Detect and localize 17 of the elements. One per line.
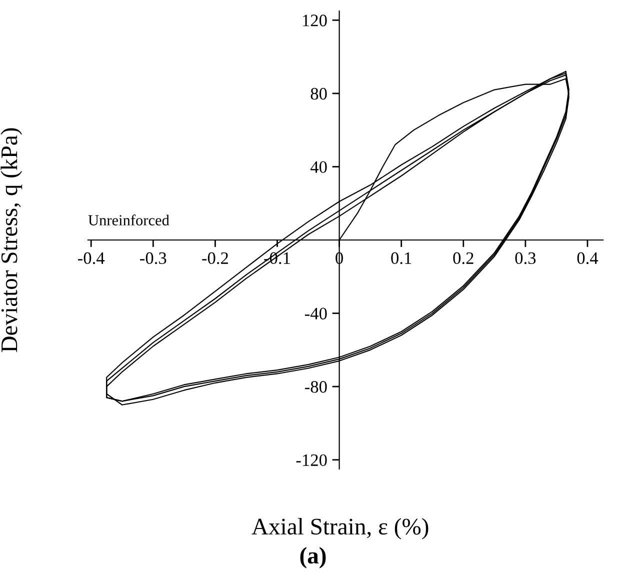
y-axis-title: Deviator Stress, q (kPa)	[0, 128, 22, 352]
x-tick-label: -0.2	[202, 252, 228, 264]
x-tick-label: 0.3	[515, 252, 536, 264]
annotation: Unreinforced	[88, 214, 170, 226]
y-tick-label: 120	[302, 14, 327, 26]
y-tick-label: 80	[310, 88, 327, 100]
y-tick-label: -120	[296, 454, 327, 466]
x-tick-label: -0.3	[140, 252, 166, 264]
y-tick-label: -80	[304, 381, 327, 393]
text: (a)	[300, 547, 326, 568]
x-tick-label: 0.4	[577, 252, 598, 264]
x-tick-label: -0.4	[78, 252, 105, 264]
y-tick-label: -40	[304, 308, 327, 320]
y-tick-label: 40	[310, 161, 327, 173]
x-tick-label: 0.2	[453, 252, 474, 264]
x-tick-label: 0.1	[391, 252, 412, 264]
x-axis-title: Axial Strain, ε (%)	[252, 518, 428, 540]
